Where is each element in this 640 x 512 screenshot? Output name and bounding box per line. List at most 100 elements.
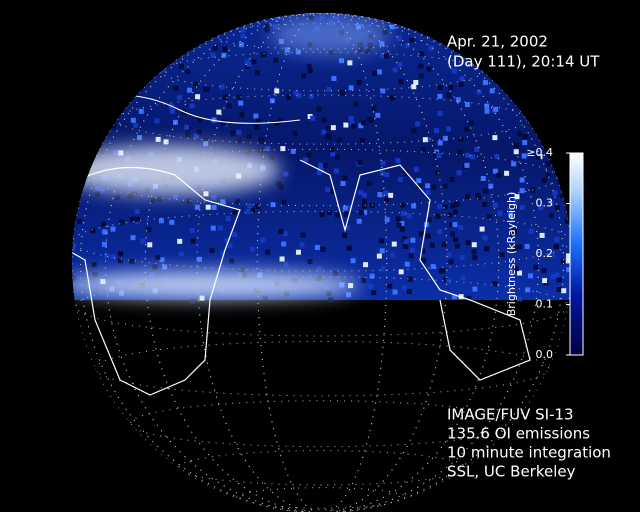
noise-pixel: [95, 191, 101, 197]
noise-pixel: [220, 199, 226, 205]
noise-pixel: [387, 283, 393, 289]
noise-pixel: [528, 273, 534, 279]
noise-pixel: [376, 253, 382, 259]
noise-pixel: [269, 98, 275, 104]
noise-pixel: [135, 216, 141, 222]
noise-pixel: [541, 268, 547, 274]
noise-pixel: [28, 28, 33, 33]
noise-pixel: [54, 29, 59, 34]
noise-pixel: [189, 227, 195, 233]
noise-pixel: [371, 105, 377, 111]
noise-pixel: [543, 13, 549, 15]
noise-pixel: [54, 192, 59, 197]
noise-pixel: [583, 7, 588, 12]
noise-pixel: [605, 145, 610, 150]
noise-pixel: [308, 93, 314, 99]
noise-pixel: [344, 225, 350, 231]
noise-pixel: [131, 16, 137, 22]
noise-pixel: [456, 170, 462, 176]
noise-pixel: [422, 30, 428, 36]
noise-pixel: [310, 115, 316, 121]
noise-pixel: [265, 249, 271, 255]
noise-pixel: [52, 278, 57, 283]
noise-pixel: [587, 202, 592, 207]
noise-pixel: [247, 203, 253, 209]
noise-pixel: [306, 152, 312, 158]
noise-pixel: [553, 244, 559, 250]
noise-pixel: [554, 42, 560, 48]
noise-pixel: [106, 21, 112, 27]
noise-pixel: [395, 157, 401, 163]
noise-pixel: [547, 45, 553, 51]
noise-pixel: [9, 168, 14, 173]
noise-pixel: [74, 127, 80, 133]
noise-pixel: [331, 76, 337, 82]
noise-pixel: [466, 295, 472, 301]
noise-pixel: [321, 3, 326, 8]
noise-pixel: [474, 6, 479, 11]
noise-pixel: [375, 112, 381, 118]
noise-pixel: [356, 79, 362, 85]
noise-pixel: [548, 213, 554, 219]
noise-pixel: [104, 253, 110, 259]
noise-pixel: [283, 261, 289, 267]
noise-pixel: [517, 244, 523, 250]
noise-pixel: [119, 219, 125, 225]
noise-pixel: [550, 252, 556, 258]
noise-pixel: [169, 219, 175, 225]
noise-pixel: [594, 224, 599, 229]
colorbar: [569, 152, 584, 356]
noise-pixel: [296, 92, 302, 98]
noise-pixel: [465, 240, 471, 246]
noise-pixel: [318, 162, 324, 168]
noise-pixel: [306, 63, 312, 69]
noise-pixel: [585, 30, 590, 35]
noise-pixel: [418, 73, 424, 79]
noise-pixel: [436, 153, 442, 159]
noise-pixel: [445, 278, 451, 284]
noise-pixel: [516, 22, 522, 28]
noise-pixel: [129, 216, 135, 222]
noise-pixel: [190, 298, 196, 304]
noise-pixel: [636, 57, 640, 62]
noise-pixel: [238, 100, 244, 106]
noise-pixel: [221, 52, 227, 58]
noise-pixel: [53, 148, 58, 153]
noise-pixel: [24, 41, 29, 46]
noise-pixel: [90, 228, 96, 234]
noise-pixel: [587, 220, 592, 225]
noise-pixel: [38, 82, 43, 87]
noise-pixel: [442, 183, 448, 189]
tick-label: 0.0: [536, 348, 554, 361]
noise-pixel: [429, 242, 435, 248]
noise-pixel: [260, 237, 266, 243]
noise-pixel: [614, 264, 619, 269]
noise-pixel: [295, 249, 301, 255]
noise-pixel: [338, 58, 344, 64]
noise-pixel: [197, 16, 203, 22]
noise-pixel: [361, 120, 367, 126]
noise-pixel: [246, 133, 252, 139]
noise-pixel: [40, 238, 45, 243]
noise-pixel: [458, 137, 464, 143]
noise-pixel: [150, 197, 156, 203]
noise-pixel: [342, 205, 348, 211]
noise-pixel: [459, 254, 465, 260]
noise-pixel: [211, 195, 217, 201]
noise-pixel: [601, 287, 606, 292]
noise-pixel: [203, 191, 209, 197]
noise-pixel: [6, 294, 11, 299]
noise-pixel: [226, 103, 232, 109]
noise-pixel: [299, 242, 305, 248]
noise-pixel: [631, 179, 636, 184]
noise-pixel: [62, 282, 67, 287]
noise-pixel: [396, 36, 402, 42]
noise-pixel: [162, 264, 168, 270]
noise-pixel: [129, 258, 135, 264]
noise-pixel: [522, 72, 528, 78]
noise-pixel: [132, 191, 138, 197]
noise-pixel: [14, 259, 19, 264]
noise-pixel: [347, 60, 353, 66]
noise-pixel: [109, 71, 115, 77]
noise-pixel: [9, 288, 14, 293]
